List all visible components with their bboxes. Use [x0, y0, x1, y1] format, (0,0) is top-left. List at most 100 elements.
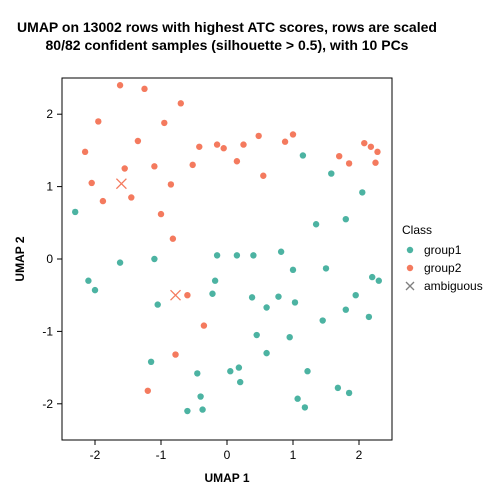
x-tick-label: 0 — [224, 448, 231, 462]
data-point — [189, 162, 195, 168]
data-point — [234, 158, 240, 164]
data-point — [170, 236, 176, 242]
scatter-chart: UMAP on 13002 rows with highest ATC scor… — [0, 0, 504, 504]
data-point — [234, 252, 240, 258]
data-point — [336, 153, 342, 159]
data-point — [290, 267, 296, 273]
data-point — [263, 350, 269, 356]
data-point — [92, 287, 98, 293]
data-point — [72, 209, 78, 215]
legend-label: ambiguous — [424, 279, 483, 293]
data-point — [145, 388, 151, 394]
data-point — [194, 370, 200, 376]
data-point — [184, 408, 190, 414]
data-point — [128, 194, 134, 200]
data-point — [100, 198, 106, 204]
data-point — [290, 131, 296, 137]
data-point — [346, 390, 352, 396]
data-point — [359, 189, 365, 195]
data-point — [302, 404, 308, 410]
data-point — [214, 141, 220, 147]
x-axis-label: UMAP 1 — [204, 471, 249, 485]
data-point — [168, 181, 174, 187]
data-point — [343, 216, 349, 222]
data-point — [135, 138, 141, 144]
data-point — [141, 86, 147, 92]
data-point — [197, 393, 203, 399]
y-tick-label: -1 — [42, 324, 53, 338]
data-point — [161, 120, 167, 126]
y-tick-label: -2 — [42, 397, 53, 411]
x-tick-label: -1 — [156, 448, 167, 462]
data-point — [221, 145, 227, 151]
data-point — [249, 294, 255, 300]
data-point — [254, 332, 260, 338]
data-point — [158, 211, 164, 217]
data-point — [366, 314, 372, 320]
data-point — [260, 173, 266, 179]
data-point — [184, 292, 190, 298]
data-point — [343, 306, 349, 312]
legend-swatch — [407, 265, 413, 271]
data-point — [151, 256, 157, 262]
data-point — [240, 141, 246, 147]
data-point — [178, 100, 184, 106]
data-point — [361, 140, 367, 146]
data-point — [155, 301, 161, 307]
data-point — [328, 170, 334, 176]
data-point — [209, 291, 215, 297]
data-point — [313, 221, 319, 227]
data-point — [372, 160, 378, 166]
data-point — [227, 368, 233, 374]
data-point — [320, 317, 326, 323]
y-tick-label: 0 — [46, 252, 53, 266]
data-point — [304, 368, 310, 374]
data-point — [236, 364, 242, 370]
data-point — [300, 152, 306, 158]
legend-label: group1 — [424, 243, 462, 257]
legend-title: Class — [402, 223, 432, 237]
data-point — [376, 278, 382, 284]
data-point — [214, 252, 220, 258]
data-point — [196, 144, 202, 150]
data-point — [95, 118, 101, 124]
data-point — [85, 278, 91, 284]
data-point — [82, 149, 88, 155]
legend-label: group2 — [424, 261, 462, 275]
chart-title-line2: 80/82 confident samples (silhouette > 0.… — [46, 37, 409, 53]
data-point — [172, 351, 178, 357]
y-axis-label: UMAP 2 — [13, 236, 27, 281]
data-point — [117, 82, 123, 88]
data-point — [263, 304, 269, 310]
data-point — [250, 252, 256, 258]
data-point — [294, 396, 300, 402]
chart-container: UMAP on 13002 rows with highest ATC scor… — [0, 0, 504, 504]
data-point — [374, 149, 380, 155]
legend-swatch — [407, 247, 413, 253]
x-tick-label: 2 — [356, 448, 363, 462]
data-point — [323, 265, 329, 271]
data-point — [292, 299, 298, 305]
x-tick-label: -2 — [90, 448, 101, 462]
x-tick-label: 1 — [290, 448, 297, 462]
y-tick-label: 1 — [46, 180, 53, 194]
data-point — [237, 379, 243, 385]
data-point — [148, 359, 154, 365]
data-point — [201, 322, 207, 328]
data-point — [369, 274, 375, 280]
data-point — [117, 259, 123, 265]
data-point — [282, 139, 288, 145]
data-point — [255, 133, 261, 139]
data-point — [89, 180, 95, 186]
chart-title-line1: UMAP on 13002 rows with highest ATC scor… — [17, 19, 437, 35]
data-point — [212, 278, 218, 284]
data-point — [335, 385, 341, 391]
data-point — [346, 160, 352, 166]
y-tick-label: 2 — [46, 107, 53, 121]
data-point — [287, 334, 293, 340]
data-point — [151, 163, 157, 169]
data-point — [199, 406, 205, 412]
data-point — [275, 293, 281, 299]
data-point — [122, 165, 128, 171]
data-point — [278, 249, 284, 255]
